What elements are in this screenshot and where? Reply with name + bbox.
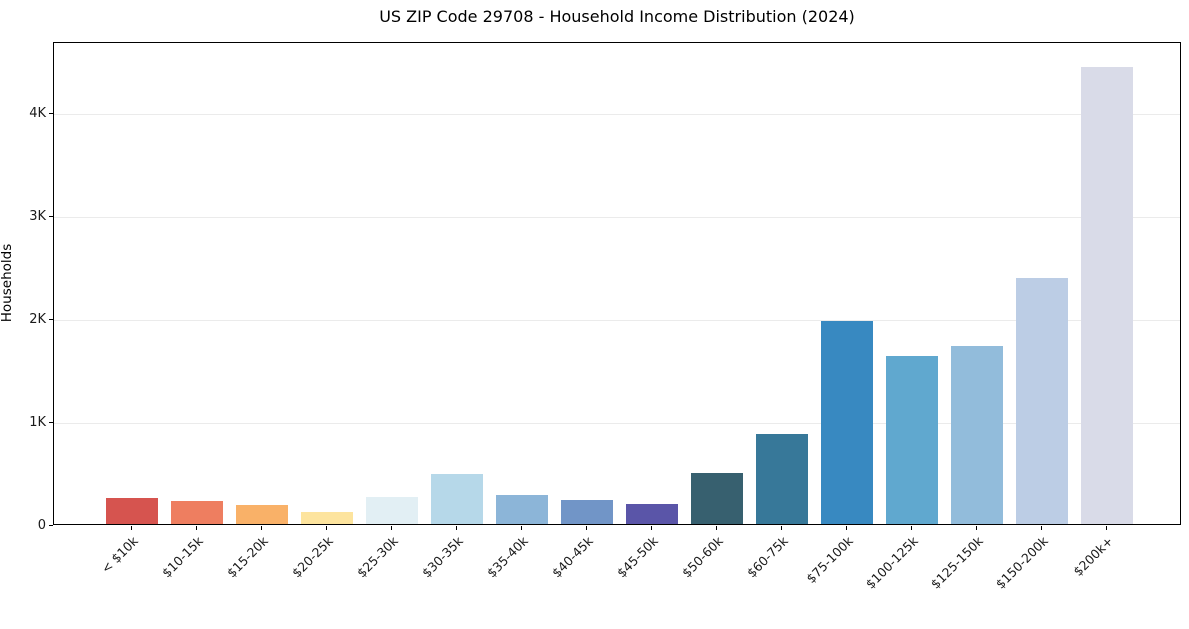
bar-75-100k (821, 321, 873, 524)
bar-10-15k (171, 501, 223, 524)
gridline-y-2K (54, 320, 1180, 322)
x-tick-mark (911, 526, 912, 530)
y-tick-label: 1K (29, 414, 46, 430)
bar-20-25k (301, 511, 353, 524)
plot-area (53, 42, 1181, 525)
bar-50-60k (691, 472, 743, 524)
x-tick-mark (196, 526, 197, 530)
bar-40-45k (561, 499, 613, 524)
figure: US ZIP Code 29708 - Household Income Dis… (0, 7, 1181, 592)
y-tick-mark (49, 318, 53, 320)
y-axis-label: Households (0, 243, 15, 323)
x-tick-mark (391, 526, 392, 530)
x-tick-mark (651, 526, 652, 530)
y-tick-label: 2K (29, 311, 46, 327)
chart-title: US ZIP Code 29708 - Household Income Dis… (379, 7, 855, 26)
x-tick-mark (586, 526, 587, 530)
bar-125-150k (951, 345, 1003, 524)
x-tick-mark (846, 526, 847, 530)
gridline-y-4K (54, 114, 1180, 116)
bar-200k (1081, 66, 1133, 524)
bar-150-200k (1016, 277, 1068, 524)
y-tick-label: 3K (29, 208, 46, 224)
x-tick-mark (781, 526, 782, 530)
gridline-y-1K (54, 423, 1180, 424)
x-tick-mark (521, 526, 522, 530)
bar-60-75k (756, 434, 808, 524)
gridline-y-3K (54, 217, 1180, 219)
bar-30-35k (431, 474, 483, 524)
x-tick-mark (1106, 526, 1107, 530)
bar-25-30k (366, 496, 418, 524)
x-tick-mark (261, 526, 262, 530)
y-tick-label: 0 (37, 517, 46, 533)
x-tick-mark (326, 526, 327, 530)
x-tick-mark (456, 526, 457, 530)
y-tick-mark (49, 112, 53, 114)
x-tick-mark (131, 526, 132, 530)
x-tick-mark (716, 526, 717, 530)
bar-15-20k (236, 504, 288, 524)
y-tick-mark (49, 524, 53, 526)
y-tick-label: 4K (29, 105, 46, 121)
y-tick-mark (49, 421, 53, 423)
y-tick-mark (49, 215, 53, 217)
bar-10k (106, 498, 158, 524)
x-tick-mark (1041, 526, 1042, 530)
bar-35-40k (496, 494, 548, 524)
x-tick-mark (976, 526, 977, 530)
bar-45-50k (626, 503, 678, 524)
bar-100-125k (886, 356, 938, 524)
